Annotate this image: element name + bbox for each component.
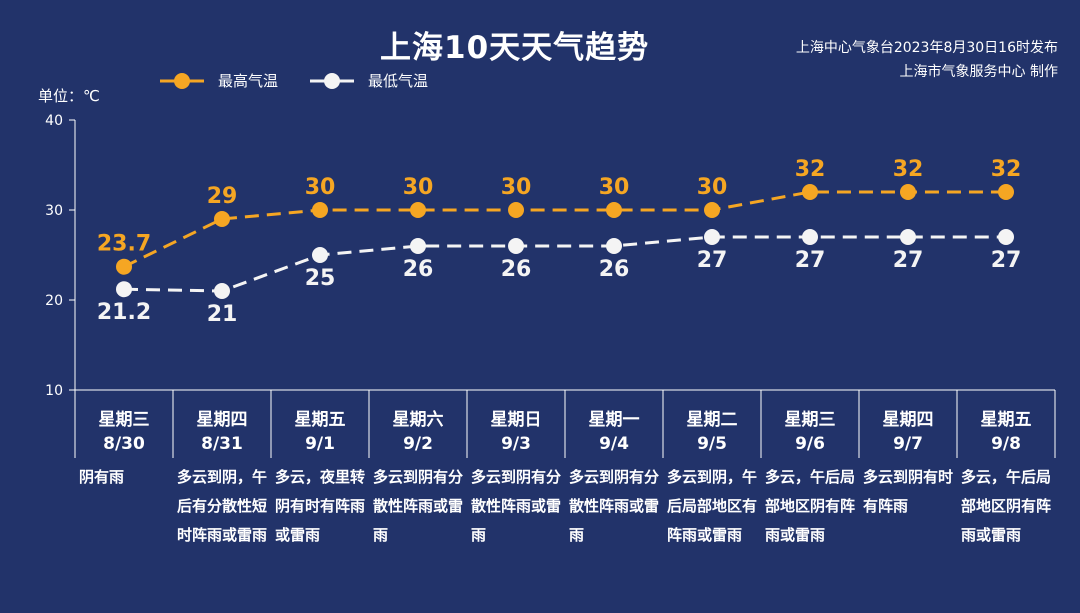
y-tick-label: 40 [45, 113, 63, 129]
date-label: 9/3 [501, 434, 531, 454]
data-point-max [704, 202, 720, 218]
weather-description: 多云到阴，午后局部地区有阵雨或雷雨 [667, 468, 758, 544]
legend-min-marker-icon [310, 72, 354, 89]
date-label: 8/30 [103, 434, 145, 454]
unit-label: 单位：℃ [38, 87, 100, 105]
weekday-label: 星期二 [686, 410, 738, 430]
weekday-label: 星期四 [196, 410, 248, 430]
data-label-min: 26 [403, 257, 434, 282]
y-tick-label: 30 [45, 203, 63, 219]
weather-description: 多云到阴有时有阵雨 [863, 468, 954, 515]
date-label: 9/7 [893, 434, 923, 454]
date-label: 9/8 [991, 434, 1021, 454]
date-label: 9/4 [599, 434, 629, 454]
legend-item-min: 最低气温 [310, 70, 428, 91]
series-line-max [123, 190, 1006, 269]
data-label-max: 30 [403, 175, 434, 200]
weekday-label: 星期四 [882, 410, 934, 430]
weekday-label: 星期三 [98, 410, 150, 430]
data-label-min: 27 [697, 248, 728, 273]
date-label: 9/2 [403, 434, 433, 454]
data-label-min: 26 [501, 257, 532, 282]
weekday-label: 星期日 [490, 410, 542, 430]
weather-description: 多云，午后局部地区阴有阵雨或雷雨 [765, 468, 856, 544]
weekday-label: 星期三 [784, 410, 836, 430]
data-label-min: 26 [599, 257, 630, 282]
chart-title: 上海10天天气趋势 [380, 30, 650, 66]
weather-description: 阴有雨 [79, 468, 125, 486]
data-point-min [802, 229, 818, 245]
weekday-label: 星期一 [588, 410, 640, 430]
data-label-min: 27 [991, 248, 1022, 273]
y-tick-label: 20 [45, 293, 63, 309]
date-label: 9/5 [697, 434, 727, 454]
weather-description: 多云，夜里转阴有时有阵雨或雷雨 [275, 468, 366, 544]
legend-max-marker-icon [160, 72, 204, 89]
weather-description: 多云到阴有分散性阵雨或雷雨 [471, 468, 562, 544]
series-line-min [123, 235, 1006, 293]
data-point-min [508, 238, 524, 254]
weather-description: 多云，午后局部地区阴有阵雨或雷雨 [961, 468, 1052, 544]
legend-max-label: 最高气温 [218, 72, 279, 90]
data-point-min [704, 229, 720, 245]
weekday-label: 星期五 [980, 410, 1032, 430]
weather-description: 多云到阴，午后有分散性短时阵雨或雷雨 [177, 468, 268, 544]
data-point-max [998, 184, 1014, 200]
data-label-max: 30 [501, 175, 532, 200]
data-point-min [116, 281, 132, 298]
source-line-1: 上海中心气象台2023年8月30日16时发布 [795, 40, 1058, 56]
data-point-min [410, 238, 426, 254]
weather-description: 多云到阴有分散性阵雨或雷雨 [569, 468, 660, 544]
data-point-max [802, 184, 818, 200]
data-label-max: 30 [599, 175, 630, 200]
data-point-min [312, 247, 328, 263]
date-label: 9/1 [305, 434, 335, 454]
data-label-min: 21.2 [97, 300, 151, 325]
data-point-max [900, 184, 916, 200]
weekday-label: 星期五 [294, 410, 346, 430]
data-label-max: 32 [991, 157, 1022, 182]
data-point-min [900, 229, 916, 245]
legend-item-max: 最高气温 [160, 70, 278, 91]
data-point-min [214, 283, 230, 299]
data-label-min: 25 [305, 266, 336, 291]
data-point-max [116, 258, 132, 275]
source-info: 上海中心气象台2023年8月30日16时发布 上海市气象服务中心 制作 [796, 36, 1058, 84]
data-label-min: 21 [207, 302, 238, 327]
data-point-max [606, 202, 622, 218]
source-line-2: 上海市气象服务中心 制作 [899, 64, 1058, 80]
data-point-min [998, 229, 1014, 245]
data-label-min: 27 [795, 248, 826, 273]
date-label: 8/31 [201, 434, 243, 454]
data-point-max [312, 202, 328, 218]
data-label-max: 23.7 [97, 232, 151, 257]
data-label-max: 32 [893, 157, 924, 182]
data-label-max: 32 [795, 157, 826, 182]
data-label-max: 30 [305, 175, 336, 200]
data-point-max [410, 202, 426, 218]
date-label: 9/6 [795, 434, 825, 454]
weather-description: 多云到阴有分散性阵雨或雷雨 [373, 468, 464, 544]
legend-min-label: 最低气温 [368, 72, 429, 90]
weekday-label: 星期六 [392, 410, 444, 430]
data-label-max: 29 [207, 184, 238, 209]
data-point-max [508, 202, 524, 218]
data-label-min: 27 [893, 248, 924, 273]
y-tick-label: 10 [45, 383, 63, 399]
data-point-min [606, 238, 622, 254]
data-label-max: 30 [697, 175, 728, 200]
data-point-max [214, 211, 230, 227]
